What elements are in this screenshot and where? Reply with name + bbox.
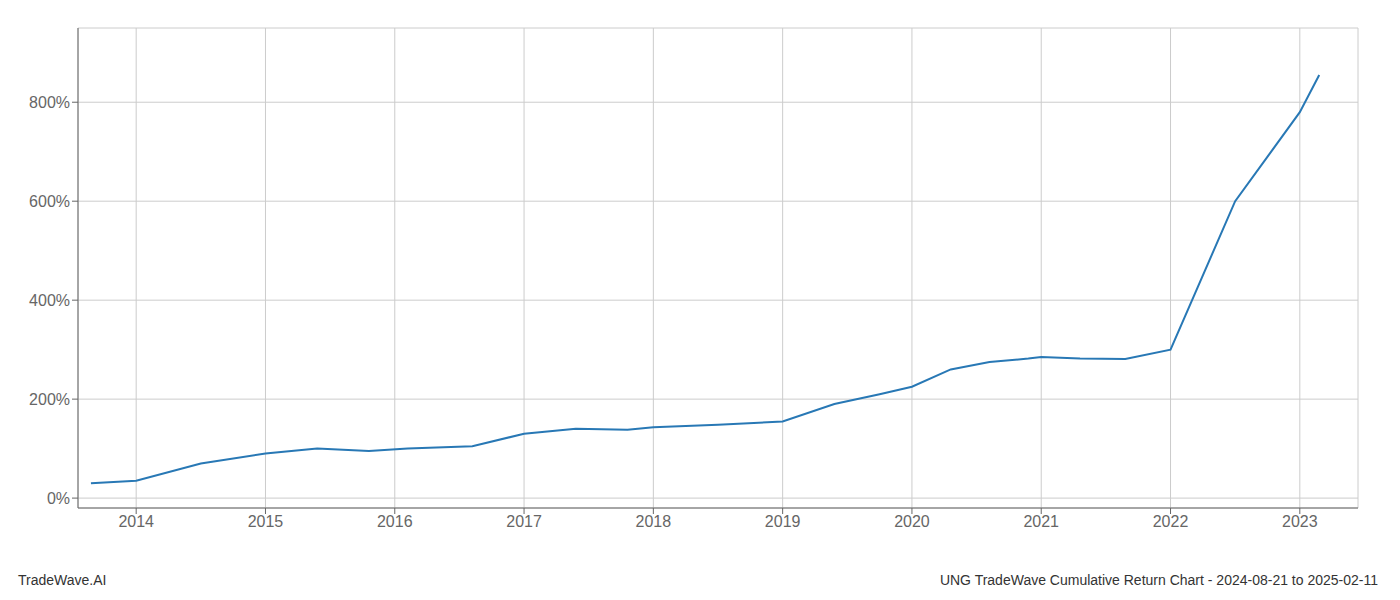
svg-text:2020: 2020 — [894, 513, 930, 530]
svg-text:2019: 2019 — [765, 513, 801, 530]
svg-text:0%: 0% — [47, 490, 70, 507]
svg-text:2021: 2021 — [1023, 513, 1059, 530]
svg-text:400%: 400% — [29, 292, 70, 309]
svg-text:800%: 800% — [29, 94, 70, 111]
svg-text:2022: 2022 — [1153, 513, 1189, 530]
svg-text:2018: 2018 — [636, 513, 672, 530]
svg-text:2015: 2015 — [248, 513, 284, 530]
svg-text:2023: 2023 — [1282, 513, 1318, 530]
svg-text:2016: 2016 — [377, 513, 413, 530]
svg-text:2017: 2017 — [506, 513, 542, 530]
svg-text:600%: 600% — [29, 193, 70, 210]
svg-text:200%: 200% — [29, 391, 70, 408]
html-text:TradeWave.AI: TradeWave.AI — [18, 572, 107, 588]
html-text:UNG TradeWave Cumulative Retur: UNG TradeWave Cumulative Return Chart - … — [939, 572, 1378, 588]
svg-text:2014: 2014 — [118, 513, 154, 530]
